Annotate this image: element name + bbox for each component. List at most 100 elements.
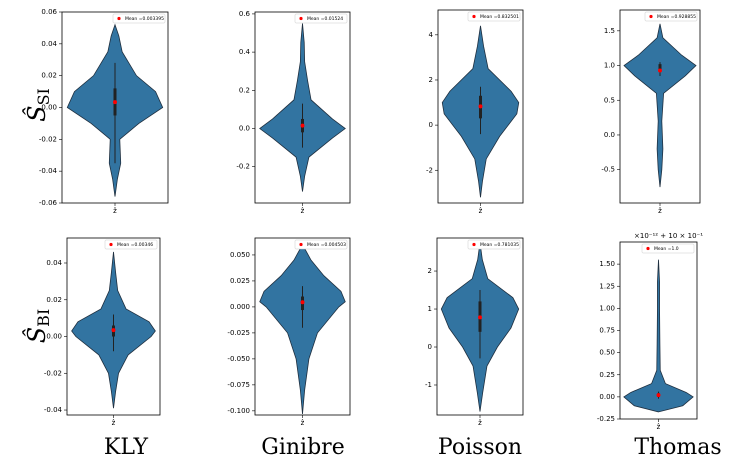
legend-box — [467, 239, 521, 250]
x-tick-label: ẑ — [112, 419, 116, 427]
mean-marker — [113, 100, 117, 105]
violin-body — [259, 243, 346, 414]
x-tick-label: ẑ — [478, 419, 482, 427]
legend-box — [294, 239, 348, 250]
column-label: KLY — [104, 435, 149, 460]
row-symbol: Ŝ — [22, 105, 51, 121]
y-tick-label: 2 — [428, 267, 432, 275]
mean-marker — [111, 328, 116, 333]
y-tick-label: 0.75 — [599, 327, 615, 335]
legend-box — [641, 243, 695, 254]
mean-marker — [658, 68, 662, 73]
legend-label: Mean =0.00346 — [117, 242, 153, 248]
column-label: Ginibre — [261, 435, 344, 460]
y-tick-label: 1.25 — [599, 282, 615, 290]
y-tick-label: -0.100 — [227, 407, 250, 415]
x-tick-label: ẑ — [657, 423, 661, 431]
column-label: Thomas — [634, 435, 721, 460]
y-tick-label: -2 — [426, 166, 433, 174]
y-tick-label: 0.0 — [604, 131, 615, 139]
y-tick-label: 0.04 — [41, 40, 57, 48]
legend-label: Mean =1.0 — [654, 246, 679, 252]
row-symbol: Ŝ — [22, 327, 51, 343]
y-tick-label: 0.50 — [599, 349, 615, 357]
y-tick-label: 1.0 — [604, 62, 615, 70]
y-tick-label: 1.00 — [599, 304, 615, 312]
y-tick-label: -0.025 — [227, 329, 250, 337]
y-tick-label: -0.25 — [597, 415, 615, 423]
x-tick-label: ẑ — [658, 207, 662, 215]
legend-marker — [299, 242, 303, 247]
panel: -0.2 0.0 0.2 0.4 0.6 ẑ Mean =0.01524 — [236, 10, 351, 215]
legend-label: Mean =0.928855 — [657, 14, 696, 20]
y-tick-label: 0.04 — [46, 259, 62, 267]
y-tick-label: 0.025 — [230, 277, 250, 285]
y-tick-label: 1.5 — [604, 27, 615, 35]
y-tick-label: 2 — [429, 76, 433, 84]
legend-marker — [472, 14, 476, 19]
y-tick-label: 0.00 — [41, 104, 57, 112]
mean-marker — [478, 315, 482, 320]
legend-box — [104, 239, 158, 250]
y-tick-label: -0.04 — [39, 167, 58, 175]
y-tick-label: -0.5 — [601, 166, 615, 174]
y-tick-label: 0.2 — [239, 86, 250, 94]
y-tick-label: 0.050 — [230, 251, 250, 259]
y-tick-label: 0.4 — [239, 48, 251, 56]
y-tick-label: 1.50 — [599, 260, 615, 268]
y-tick-label: 1 — [428, 305, 432, 313]
legend-marker — [646, 246, 650, 251]
y-tick-label: -0.04 — [44, 406, 63, 414]
row-label: ŜBI — [22, 309, 53, 344]
legend-box — [294, 13, 348, 24]
legend-box — [467, 11, 521, 22]
legend-label: Mean =0.832501 — [480, 14, 519, 20]
x-tick-label: ẑ — [113, 207, 117, 215]
panel: -1 0 1 2 ẑ Mean =0.781035 — [425, 237, 524, 427]
mean-marker — [300, 300, 305, 305]
y-tick-label: -0.050 — [227, 355, 250, 363]
panel: -0.06 -0.04 -0.02 0.00 0.02 0.04 0.06 ẑ Mean =0.… — [39, 8, 169, 215]
y-tick-label: 0.00 — [46, 333, 62, 341]
y-tick-label: -1 — [425, 381, 432, 389]
y-tick-label: 0 — [429, 121, 433, 129]
panel: -0.25 0.00 0.25 0.50 0.75 1.00 1.25 1.50 ẑ Mean =… — [597, 232, 703, 431]
y-tick-label: -0.075 — [227, 381, 250, 389]
row-subscript: SI — [34, 88, 53, 105]
y-tick-label: 0.5 — [604, 96, 615, 104]
offset-text: ×10⁻¹² + 10 × 10⁻¹ — [634, 232, 703, 240]
y-tick-label: 0.02 — [41, 72, 57, 80]
x-tick-label: ẑ — [479, 207, 483, 215]
y-tick-label: -0.06 — [39, 199, 58, 207]
mean-marker — [300, 123, 305, 128]
y-tick-label: 0.0 — [239, 125, 250, 133]
y-tick-label: -0.02 — [39, 135, 57, 143]
y-tick-label: -0.2 — [236, 163, 250, 171]
legend-box — [644, 11, 698, 22]
y-tick-label: 4 — [429, 31, 434, 39]
y-tick-label: 0.000 — [230, 303, 250, 311]
y-tick-label: 0.25 — [599, 371, 615, 379]
y-tick-label: 0.06 — [41, 8, 57, 16]
y-tick-label: 0.02 — [46, 296, 62, 304]
panel: -0.04 -0.02 0.00 0.02 0.04 ẑ Mean =0.00346 — [44, 237, 161, 427]
mean-marker — [478, 104, 483, 109]
violin-body — [623, 259, 694, 413]
mean-marker — [656, 393, 661, 398]
legend-label: Mean =0.004503 — [307, 242, 346, 248]
legend-marker — [109, 242, 113, 247]
panel: -0.5 0.0 0.5 1.0 1.5 ẑ Mean =0.928855 — [601, 9, 701, 215]
row-label: ŜSI — [22, 88, 53, 122]
legend-label: Mean =0.781035 — [480, 242, 519, 248]
legend-marker — [299, 16, 303, 21]
legend-marker — [117, 16, 121, 21]
legend-label: Mean =0.01524 — [307, 16, 343, 22]
y-tick-label: 0.6 — [239, 10, 251, 18]
row-subscript: BI — [34, 309, 53, 327]
legend-marker — [472, 242, 476, 247]
legend-marker — [649, 14, 653, 19]
legend-box — [112, 13, 166, 24]
violin-body — [623, 23, 697, 188]
y-tick-label: 0.00 — [599, 393, 615, 401]
